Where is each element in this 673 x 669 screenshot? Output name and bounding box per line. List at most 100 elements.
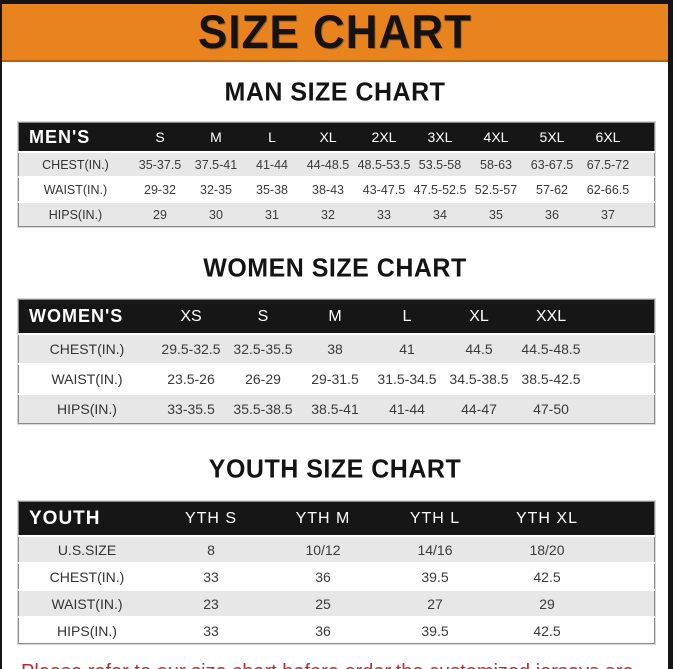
table-row: HIPS(IN.) 29 30 31 32 33 34 35 36 37	[18, 201, 655, 227]
row-label: HIPS(IN.)	[18, 616, 155, 644]
size-cell: 32.5-35.5	[227, 333, 299, 364]
size-cell: 41-44	[371, 393, 443, 424]
size-column-header: XXL	[515, 299, 587, 334]
size-cell: 41-44	[244, 151, 300, 177]
size-cell: 44-47	[443, 393, 515, 424]
size-column-header: XL	[300, 122, 356, 152]
size-column-header: 3XL	[412, 122, 468, 152]
size-cell: 27	[379, 589, 491, 617]
row-filler	[603, 562, 655, 590]
size-column-header: 4XL	[468, 122, 524, 152]
row-label: CHEST(IN.)	[18, 333, 155, 364]
size-cell: 33	[356, 201, 412, 227]
table-row: WAIST(IN.) 23.5-26 26-29 29-31.5 31.5-34.5 34…	[18, 363, 655, 394]
size-column-header: YTH S	[155, 501, 267, 536]
size-column-header: XS	[155, 299, 227, 334]
size-cell: 36	[267, 616, 379, 644]
size-cell: 39.5	[379, 616, 491, 644]
size-cell: 14/16	[379, 535, 491, 563]
size-cell: 35.5-38.5	[227, 393, 299, 424]
header-filler	[603, 501, 655, 536]
size-cell: 31	[244, 201, 300, 227]
size-cell: 44.5	[443, 333, 515, 364]
size-column-header: L	[371, 299, 443, 334]
size-column-header: 6XL	[580, 122, 636, 152]
women-size-chart-section: WOMEN SIZE CHART WOMEN'S XS S M L XL XXL CHEST(…	[2, 253, 668, 424]
size-cell: 23.5-26	[155, 363, 227, 394]
size-column-header: YTH M	[267, 501, 379, 536]
size-cell: 33-35.5	[155, 393, 227, 424]
size-table: WOMEN'S XS S M L XL XXL CHEST(IN.) 29.5-32.5 32.5…	[18, 299, 655, 424]
size-cell: 36	[524, 201, 580, 227]
row-filler	[587, 333, 655, 364]
size-cell: 38-43	[300, 176, 356, 202]
row-filler	[636, 151, 655, 177]
table-row: HIPS(IN.) 33-35.5 35.5-38.5 38.5-41 41-44 44-…	[18, 393, 655, 424]
size-cell: 41	[371, 333, 443, 364]
size-cell: 63-67.5	[524, 151, 580, 177]
title-banner: SIZE CHART	[2, 4, 668, 62]
header-filler	[636, 122, 655, 152]
size-cell: 38	[299, 333, 371, 364]
size-cell: 35-38	[244, 176, 300, 202]
size-cell: 35	[468, 201, 524, 227]
size-cell: 34	[412, 201, 468, 227]
row-filler	[603, 535, 655, 563]
size-cell: 44.5-48.5	[515, 333, 587, 364]
size-column-header: 2XL	[356, 122, 412, 152]
size-column-header: YTH XL	[491, 501, 603, 536]
size-table: YOUTH YTH S YTH M YTH L YTH XL U.S.SIZE 8 10/12…	[18, 501, 655, 644]
header-filler	[587, 299, 655, 334]
row-label: WAIST(IN.)	[18, 363, 155, 394]
size-cell: 67.5-72	[580, 151, 636, 177]
row-label: WAIST(IN.)	[18, 589, 155, 617]
size-cell: 48.5-53.5	[356, 151, 412, 177]
size-cell: 47.5-52.5	[412, 176, 468, 202]
size-cell: 42.5	[491, 616, 603, 644]
size-cell: 8	[155, 535, 267, 563]
man-size-chart-section: MAN SIZE CHART MEN'S S M L XL 2XL 3XL 4XL 5XL 6XL…	[2, 77, 668, 227]
size-column-header: XL	[443, 299, 515, 334]
row-label: CHEST(IN.)	[18, 151, 132, 177]
table-row: CHEST(IN.) 35-37.5 37.5-41 41-44 44-48.5 48.5…	[18, 151, 655, 177]
row-filler	[587, 363, 655, 394]
disclaimer-line-1: Please refer to our size chart before or…	[21, 659, 660, 669]
row-filler	[603, 589, 655, 617]
size-column-header: S	[227, 299, 299, 334]
size-column-header: L	[244, 122, 300, 152]
order-disclaimer: Please refer to our size chart before or…	[21, 659, 660, 669]
row-label: HIPS(IN.)	[18, 393, 155, 424]
size-cell: 43-47.5	[356, 176, 412, 202]
table-title: MEN'S	[18, 122, 132, 152]
size-cell: 29-31.5	[299, 363, 371, 394]
size-cell: 29-32	[132, 176, 188, 202]
youth-section-heading: YOUTH SIZE CHART	[208, 454, 462, 484]
size-cell: 26-29	[227, 363, 299, 394]
row-label: CHEST(IN.)	[18, 562, 155, 590]
size-cell: 36	[267, 562, 379, 590]
size-cell: 33	[155, 616, 267, 644]
table-row: CHEST(IN.) 29.5-32.5 32.5-35.5 38 41 44.5 44.5…	[18, 333, 655, 364]
size-cell: 29	[132, 201, 188, 227]
man-size-table-container: MEN'S S M L XL 2XL 3XL 4XL 5XL 6XL CHEST(IN.) 35-37…	[18, 122, 668, 227]
table-title: YOUTH	[18, 501, 155, 536]
table-row: CHEST(IN.) 33 36 39.5 42.5	[18, 562, 655, 590]
size-cell: 35-37.5	[132, 151, 188, 177]
table-row: HIPS(IN.) 33 36 39.5 42.5	[18, 616, 655, 644]
size-column-header: M	[299, 299, 371, 334]
size-cell: 39.5	[379, 562, 491, 590]
size-column-header: YTH L	[379, 501, 491, 536]
row-label: HIPS(IN.)	[18, 201, 132, 227]
size-cell: 44-48.5	[300, 151, 356, 177]
size-cell: 23	[155, 589, 267, 617]
size-cell: 30	[188, 201, 244, 227]
size-cell: 32-35	[188, 176, 244, 202]
size-table: MEN'S S M L XL 2XL 3XL 4XL 5XL 6XL CHEST(IN.) 35-37…	[18, 122, 655, 227]
size-cell: 38.5-41	[299, 393, 371, 424]
size-cell: 33	[155, 562, 267, 590]
size-cell: 37.5-41	[188, 151, 244, 177]
size-column-header: S	[132, 122, 188, 152]
size-cell: 10/12	[267, 535, 379, 563]
row-label: WAIST(IN.)	[18, 176, 132, 202]
